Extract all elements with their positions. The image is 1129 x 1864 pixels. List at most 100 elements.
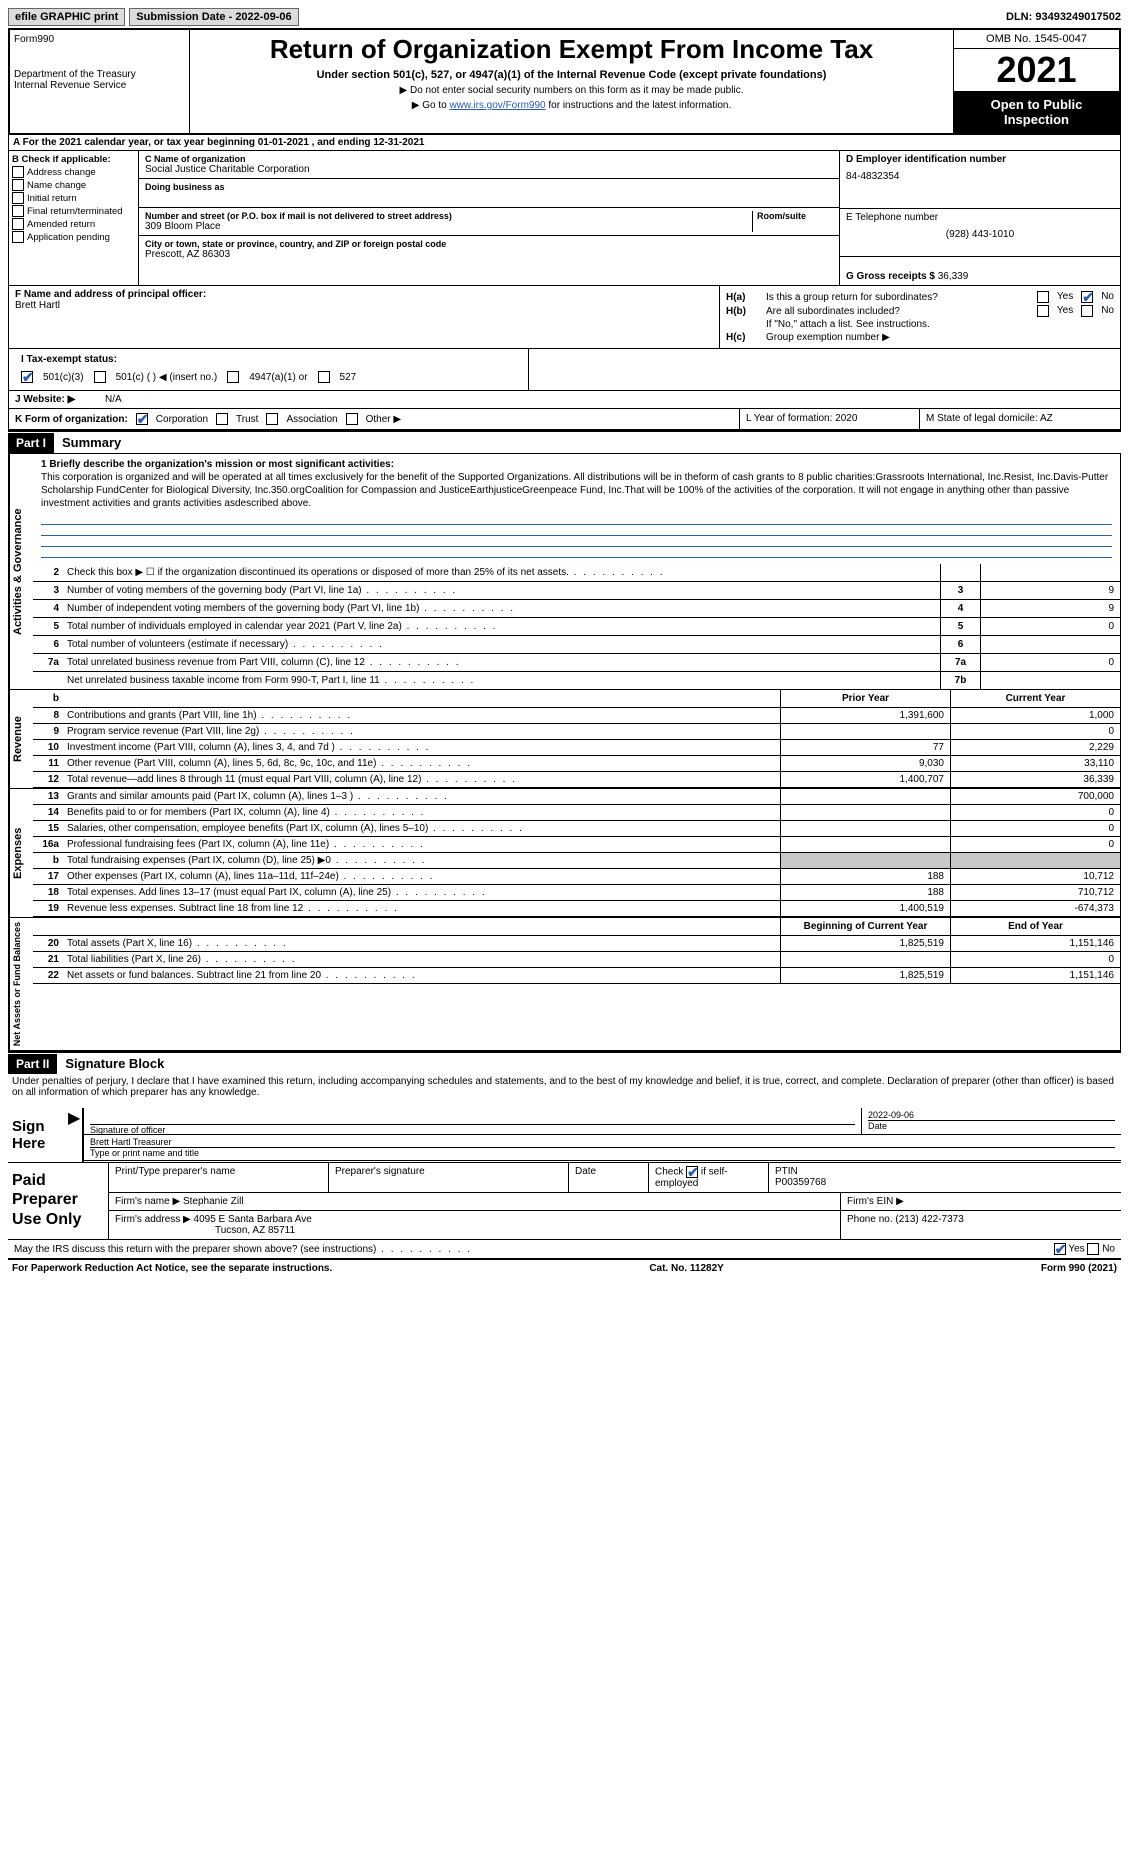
firm-addr-label: Firm's address ▶ bbox=[115, 1214, 191, 1225]
activities-governance-label: Activities & Governance bbox=[9, 454, 33, 689]
firm-phone: (213) 422-7373 bbox=[895, 1214, 963, 1225]
url-note: ▶ Go to www.irs.gov/Form990 for instruct… bbox=[194, 100, 949, 111]
part1-title: Summary bbox=[54, 432, 129, 453]
form-org-label: K Form of organization: bbox=[15, 414, 128, 425]
firm-addr2: Tucson, AZ 85711 bbox=[115, 1225, 295, 1236]
room-label: Room/suite bbox=[757, 211, 833, 221]
sig-officer-label: Signature of officer bbox=[90, 1124, 855, 1135]
city-state-zip: Prescott, AZ 86303 bbox=[145, 249, 833, 260]
sig-date-value: 2022-09-06 bbox=[868, 1110, 1115, 1120]
officer-label: F Name and address of principal officer: bbox=[15, 289, 713, 300]
net-assets-label: Net Assets or Fund Balances bbox=[9, 918, 33, 1050]
efile-button[interactable]: efile GRAPHIC print bbox=[8, 8, 125, 26]
addr-label: Number and street (or P.O. box if mail i… bbox=[145, 211, 748, 221]
revenue-label: Revenue bbox=[9, 690, 33, 788]
tax-year: 2021 bbox=[954, 49, 1119, 91]
state-domicile: M State of legal domicile: AZ bbox=[920, 409, 1120, 429]
gross-receipts: 36,339 bbox=[938, 271, 969, 282]
line-b: b bbox=[33, 690, 63, 707]
form-header: Form990 Department of the Treasury Inter… bbox=[8, 28, 1121, 133]
prep-name-header: Print/Type preparer's name bbox=[109, 1163, 329, 1192]
form-title: Return of Organization Exempt From Incom… bbox=[194, 34, 949, 65]
part2-header: Part II bbox=[8, 1054, 57, 1074]
form-number: 990 bbox=[37, 34, 54, 45]
other-checkbox[interactable] bbox=[346, 413, 358, 425]
checkbox[interactable] bbox=[12, 231, 24, 243]
checkbox[interactable] bbox=[12, 218, 24, 230]
ptin-value: P00359768 bbox=[775, 1177, 826, 1188]
prep-date-header: Date bbox=[569, 1163, 649, 1192]
firm-ein-label: Firm's EIN ▶ bbox=[841, 1193, 1121, 1210]
hb-no-checkbox[interactable] bbox=[1081, 305, 1093, 317]
ha-text: Is this a group return for subordinates? bbox=[766, 292, 1037, 303]
perjury-declaration: Under penalties of perjury, I declare th… bbox=[8, 1074, 1121, 1100]
firm-name: Stephanie Zill bbox=[183, 1196, 244, 1207]
hb-text: Are all subordinates included? bbox=[766, 306, 1037, 317]
website-label: J Website: ▶ bbox=[15, 394, 105, 405]
assoc-checkbox[interactable] bbox=[266, 413, 278, 425]
year-formation: L Year of formation: 2020 bbox=[740, 409, 920, 429]
omb-number: OMB No. 1545-0047 bbox=[954, 30, 1119, 49]
527-checkbox[interactable] bbox=[318, 371, 330, 383]
ha-no-checkbox[interactable] bbox=[1081, 291, 1093, 303]
checkbox[interactable] bbox=[12, 166, 24, 178]
ein-label: D Employer identification number bbox=[846, 154, 1114, 165]
mission-label: 1 Briefly describe the organization's mi… bbox=[41, 458, 1112, 471]
checkbox[interactable] bbox=[12, 205, 24, 217]
dln: DLN: 93493249017502 bbox=[1006, 11, 1121, 23]
trust-checkbox[interactable] bbox=[216, 413, 228, 425]
hc-text: Group exemption number ▶ bbox=[766, 332, 1114, 343]
hb-yes-checkbox[interactable] bbox=[1037, 305, 1049, 317]
501c-checkbox[interactable] bbox=[94, 371, 106, 383]
begin-year-header: Beginning of Current Year bbox=[780, 918, 950, 935]
501c3-checkbox[interactable] bbox=[21, 371, 33, 383]
prior-year-header: Prior Year bbox=[780, 690, 950, 707]
paperwork-notice: For Paperwork Reduction Act Notice, see … bbox=[12, 1263, 332, 1274]
form-subtitle: Under section 501(c), 527, or 4947(a)(1)… bbox=[194, 69, 949, 81]
4947-checkbox[interactable] bbox=[227, 371, 239, 383]
city-label: City or town, state or province, country… bbox=[145, 239, 833, 249]
hb-note: If "No," attach a list. See instructions… bbox=[726, 319, 1114, 330]
firm-addr: 4095 E Santa Barbara Ave bbox=[194, 1214, 312, 1225]
part1-header: Part I bbox=[8, 433, 54, 453]
checkbox[interactable] bbox=[12, 179, 24, 191]
current-year-header: Current Year bbox=[950, 690, 1120, 707]
org-name: Social Justice Charitable Corporation bbox=[145, 164, 833, 175]
end-year-header: End of Year bbox=[950, 918, 1120, 935]
self-emp-checkbox[interactable] bbox=[686, 1166, 698, 1178]
self-employed: Check if self-employed bbox=[649, 1163, 769, 1192]
col-b-checkboxes: B Check if applicable: Address changeNam… bbox=[9, 151, 139, 285]
name-title-label: Type or print name and title bbox=[90, 1147, 1115, 1158]
org-name-label: C Name of organization bbox=[145, 154, 833, 164]
expenses-label: Expenses bbox=[9, 789, 33, 917]
website-value: N/A bbox=[105, 394, 122, 405]
ptin-label: PTIN bbox=[775, 1166, 798, 1177]
arrow-icon: ▶ bbox=[68, 1108, 82, 1162]
part2-title: Signature Block bbox=[57, 1053, 172, 1074]
mission-text: This corporation is organized and will b… bbox=[41, 471, 1112, 510]
street-address: 309 Bloom Place bbox=[145, 221, 748, 232]
dba-label: Doing business as bbox=[145, 182, 833, 192]
col-b-label: B Check if applicable: bbox=[12, 154, 135, 165]
gross-label: G Gross receipts $ bbox=[846, 271, 935, 282]
officer-name: Brett Hartl bbox=[15, 300, 713, 311]
ha-yes-checkbox[interactable] bbox=[1037, 291, 1049, 303]
cat-no: Cat. No. 11282Y bbox=[649, 1263, 723, 1274]
officer-printed-name: Brett Hartl Treasurer bbox=[90, 1137, 1115, 1147]
dept-treasury: Department of the Treasury Internal Reve… bbox=[14, 69, 185, 91]
firm-phone-label: Phone no. bbox=[847, 1214, 893, 1225]
form-label: Form bbox=[14, 34, 37, 45]
checkbox[interactable] bbox=[12, 192, 24, 204]
row-a-tax-year: A For the 2021 calendar year, or tax yea… bbox=[9, 134, 1120, 150]
sig-date-label: Date bbox=[868, 1120, 1115, 1131]
ssn-note: ▶ Do not enter social security numbers o… bbox=[194, 85, 949, 96]
discuss-yes-checkbox[interactable] bbox=[1054, 1243, 1066, 1255]
phone: (928) 443-1010 bbox=[846, 229, 1114, 240]
phone-label: E Telephone number bbox=[846, 212, 1114, 223]
corp-checkbox[interactable] bbox=[136, 413, 148, 425]
form-footer: Form 990 (2021) bbox=[1041, 1263, 1117, 1274]
open-public: Open to Public Inspection bbox=[954, 91, 1119, 133]
discuss-no-checkbox[interactable] bbox=[1087, 1243, 1099, 1255]
discuss-text: May the IRS discuss this return with the… bbox=[14, 1244, 472, 1255]
irs-link[interactable]: www.irs.gov/Form990 bbox=[449, 100, 545, 111]
